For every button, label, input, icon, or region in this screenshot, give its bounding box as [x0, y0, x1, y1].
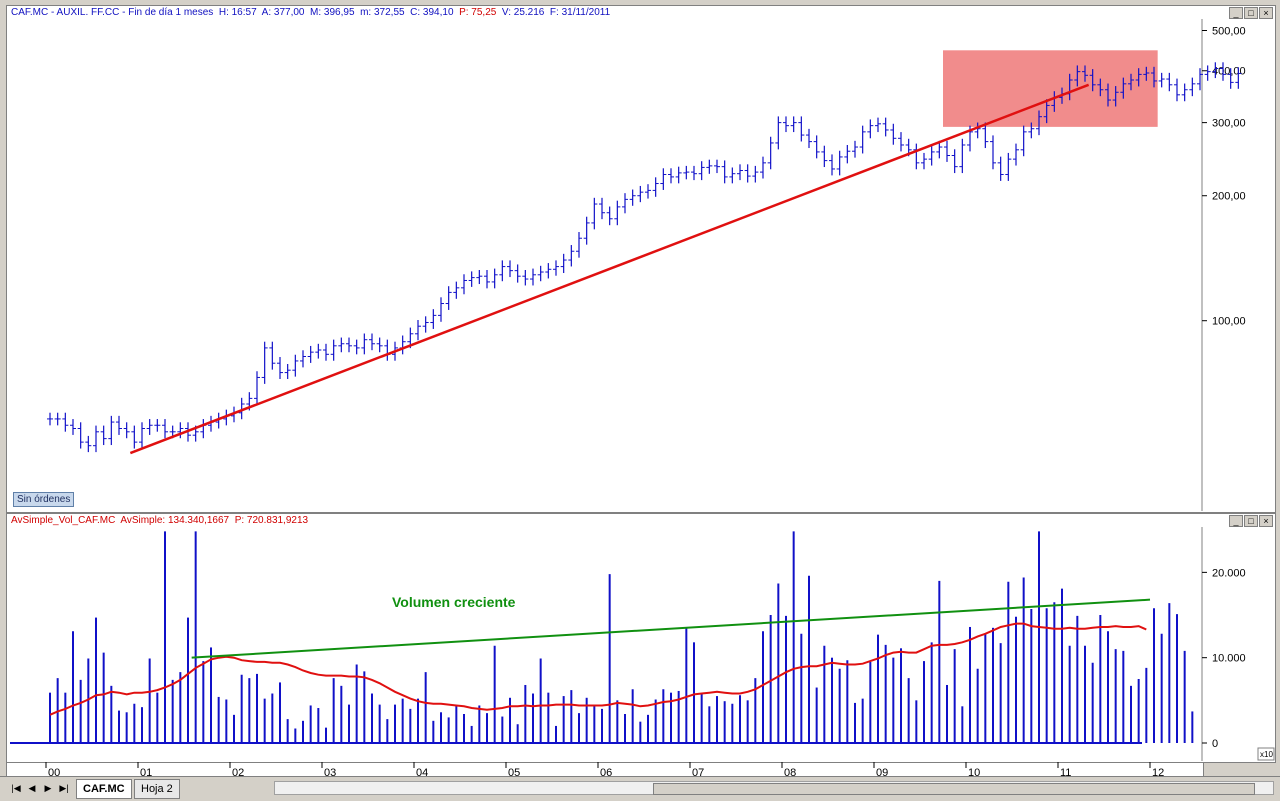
maximize-button[interactable]: □ [1244, 7, 1258, 19]
volume-pane-header: AvSimple_Vol_CAF.MC AvSimple: 134.340,16… [7, 514, 1275, 528]
sheet-tabs-bar: |◀ ◀ ▶ ▶| CAF.MC Hoja 2 [0, 776, 1280, 801]
c-value: C: 394,10 [410, 7, 454, 18]
price-pane-header: CAF.MC - AUXIL. FF.CC - Fin de día 1 mes… [7, 6, 1275, 20]
v-value: V: 25.216 [501, 7, 545, 18]
next-sheet-icon[interactable]: ▶ [44, 783, 52, 793]
volume-pane[interactable]: AvSimple_Vol_CAF.MC AvSimple: 134.340,16… [6, 513, 1276, 763]
avsimple-value: AvSimple: 134.340,1667 [120, 515, 230, 526]
tab-caf-mc[interactable]: CAF.MC [76, 779, 132, 799]
m-value: M: 396,95 [310, 7, 355, 18]
first-sheet-icon[interactable]: |◀ [11, 783, 21, 793]
a-value: A: 377,00 [261, 7, 305, 18]
minimize-button[interactable]: _ [1229, 515, 1243, 527]
close-button[interactable]: × [1259, 515, 1273, 527]
symbol-label: CAF.MC - AUXIL. FF.CC - Fin de día 1 mes… [11, 7, 214, 18]
tab-hoja-2[interactable]: Hoja 2 [134, 779, 180, 799]
f-value: F: 31/11/2011 [549, 7, 611, 18]
p-value: P: 720.831,9213 [234, 515, 309, 526]
minimize-button[interactable]: _ [1229, 7, 1243, 19]
price-window-buttons: _ □ × [1229, 7, 1273, 19]
price-pane[interactable]: CAF.MC - AUXIL. FF.CC - Fin de día 1 mes… [6, 5, 1276, 513]
horizontal-scrollbar[interactable] [274, 781, 1274, 795]
scrollbar-thumb[interactable] [653, 783, 1255, 795]
indicator-label: AvSimple_Vol_CAF.MC [11, 515, 116, 526]
prev-sheet-icon[interactable]: ◀ [28, 783, 36, 793]
h-value: H: 16:57 [218, 7, 257, 18]
maximize-button[interactable]: □ [1244, 515, 1258, 527]
min-value: m: 372,55 [360, 7, 405, 18]
sin-ordenes-badge[interactable]: Sin órdenes [13, 492, 75, 507]
close-button[interactable]: × [1259, 7, 1273, 19]
last-sheet-icon[interactable]: ▶| [59, 783, 69, 793]
p-value: P: 75,25 [459, 7, 497, 18]
volume-window-buttons: _ □ × [1229, 515, 1273, 527]
